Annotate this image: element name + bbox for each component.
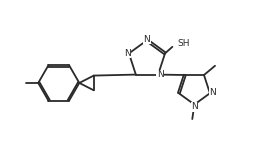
Text: N: N bbox=[209, 88, 216, 97]
Text: N: N bbox=[124, 49, 131, 58]
Text: N: N bbox=[157, 70, 164, 79]
Text: SH: SH bbox=[178, 39, 190, 48]
Text: N: N bbox=[191, 102, 198, 111]
Text: N: N bbox=[144, 35, 150, 44]
